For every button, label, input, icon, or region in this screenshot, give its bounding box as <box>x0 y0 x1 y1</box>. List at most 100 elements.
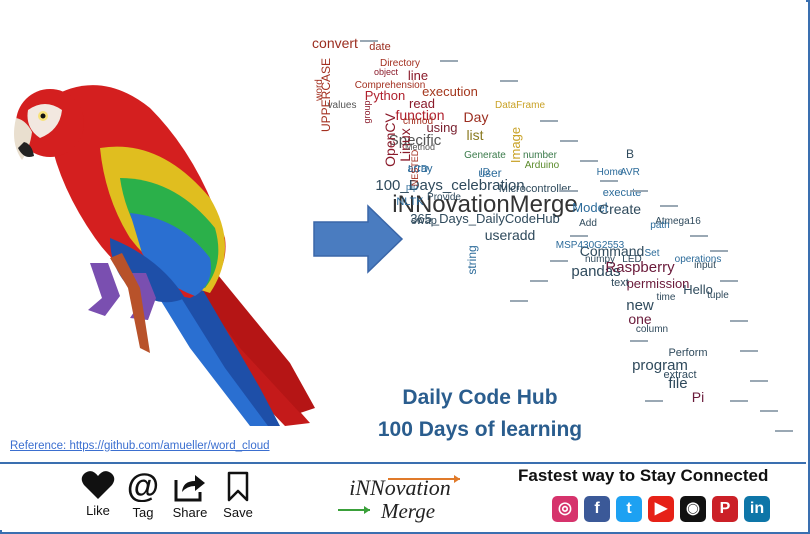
word-cloud-speck <box>730 400 748 402</box>
word-cloud-speck <box>550 260 568 262</box>
linkedin-icon[interactable]: in <box>744 496 770 522</box>
word-cloud-word: execution <box>422 84 478 99</box>
word-cloud-word: Microcontroller <box>499 183 571 195</box>
word-cloud-word: OpenCV <box>382 112 398 166</box>
word-cloud-speck <box>570 235 588 237</box>
word-cloud-word: read <box>409 96 435 111</box>
at-sign-icon: @ <box>127 470 159 502</box>
word-cloud-word: ID <box>480 167 490 178</box>
word-cloud-word: pip <box>406 182 418 192</box>
word-cloud-word: numpy <box>585 254 615 265</box>
tag-label: Tag <box>132 505 154 520</box>
word-cloud-word: user <box>478 166 501 180</box>
word-cloud-speck <box>750 380 768 382</box>
word-cloud-word: input <box>694 260 716 271</box>
svg-text:@: @ <box>127 470 159 502</box>
word-cloud-word: object <box>374 67 399 77</box>
word-cloud-word: swap <box>411 215 437 227</box>
hero-panel: iNNovationMerge 100_Days_celebration 365_D… <box>0 35 806 464</box>
word-cloud-speck <box>360 40 378 42</box>
word-cloud-word: line <box>408 68 428 83</box>
word-cloud-word: Create <box>599 201 641 217</box>
word-cloud-word: date <box>369 41 390 53</box>
word-cloud-word: 100_Days_celebration <box>375 177 524 194</box>
word-cloud-word: path <box>650 220 669 231</box>
word-cloud-speck <box>710 250 728 252</box>
word-cloud-word: one <box>628 311 652 327</box>
word-cloud-word: tuple <box>707 290 729 301</box>
word-cloud-word: NLTK <box>396 196 424 208</box>
share-button[interactable]: Share <box>165 470 215 520</box>
word-cloud-word: values <box>328 100 357 111</box>
word-cloud-word: DataFrame <box>495 100 545 111</box>
word-cloud-word: LCD <box>408 164 428 175</box>
twitter-icon[interactable]: t <box>616 496 642 522</box>
headline-title: Daily Code Hub <box>402 386 558 409</box>
share-icon <box>174 475 205 502</box>
pinterest-icon[interactable]: P <box>712 496 738 522</box>
word-cloud-word: AVR <box>620 167 640 178</box>
tag-button[interactable]: @ Tag <box>118 470 168 520</box>
word-cloud-word: Hello <box>683 282 713 297</box>
word-cloud-word: text <box>611 277 629 289</box>
word-cloud-speck <box>760 410 778 412</box>
word-cloud-word: UPPERCASE <box>319 58 333 132</box>
share-label: Share <box>172 505 208 520</box>
word-cloud-word: 365_Days_DailyCodeHub <box>410 211 560 226</box>
github-icon[interactable]: ◉ <box>680 496 706 522</box>
youtube-icon[interactable]: ▶ <box>648 496 674 522</box>
word-cloud-word: extract <box>663 369 696 381</box>
word-cloud-word: useradd <box>485 227 536 243</box>
word-cloud-word: using <box>426 120 457 135</box>
reference-link[interactable]: Reference: https://github.com/amueller/w… <box>10 440 270 452</box>
word-cloud-word: iNNovationMerge <box>392 191 577 218</box>
word-cloud-word: Home <box>597 167 624 178</box>
word-cloud-word: Generate <box>464 150 506 161</box>
word-cloud-word: Pi <box>692 389 704 405</box>
arrow-right-icon <box>313 204 404 274</box>
word-cloud-word: Python <box>365 88 405 103</box>
word-cloud-word: file <box>668 375 687 392</box>
instagram-icon[interactable]: ◎ <box>552 496 578 522</box>
word-cloud-word: Day <box>464 109 489 125</box>
word-cloud-speck <box>540 120 558 122</box>
word-cloud-word: Provide <box>427 192 461 203</box>
word-cloud-speck <box>580 160 598 162</box>
word-cloud-word: function <box>395 107 444 123</box>
word-cloud-speck <box>740 350 758 352</box>
word-cloud-word: execute <box>603 187 642 199</box>
like-button[interactable]: Like <box>73 470 123 518</box>
word-cloud-word: Set <box>644 248 659 259</box>
bookmark-icon <box>227 471 249 502</box>
word-cloud-word: NESTED <box>410 149 420 186</box>
word-cloud-word: LED <box>622 254 641 265</box>
word-cloud-word: program <box>632 357 688 374</box>
word-cloud-word: Add <box>579 218 597 229</box>
parrot-illustration <box>14 85 315 426</box>
word-cloud-word: group <box>362 100 372 123</box>
word-cloud-word: time <box>657 292 676 303</box>
stay-connected-heading: Fastest way to Stay Connected <box>518 466 769 485</box>
word-cloud-word: operations <box>675 254 722 265</box>
word-cloud-word: B <box>626 147 634 161</box>
save-button[interactable]: Save <box>213 470 263 520</box>
word-cloud-word: Directory <box>380 58 420 69</box>
like-label: Like <box>86 503 110 518</box>
word-cloud-word: Specific <box>389 132 442 149</box>
word-cloud-word: pandas <box>571 263 620 280</box>
save-label: Save <box>223 505 253 520</box>
word-cloud-word: chmod <box>403 116 433 127</box>
word-cloud-word: new <box>626 297 654 314</box>
word-cloud-speck <box>775 430 793 432</box>
word-cloud-word: Command <box>580 243 645 259</box>
word-cloud-word: Method <box>405 142 435 152</box>
word-cloud-word: string <box>465 245 479 274</box>
word-cloud-word: Linux <box>397 128 413 161</box>
word-cloud-speck <box>500 80 518 82</box>
word-cloud-speck <box>510 300 528 302</box>
word-cloud-speck <box>440 60 458 62</box>
heart-icon <box>81 471 115 499</box>
facebook-icon[interactable]: f <box>584 496 610 522</box>
word-cloud-word: word <box>314 79 325 102</box>
word-cloud-speck <box>630 340 648 342</box>
